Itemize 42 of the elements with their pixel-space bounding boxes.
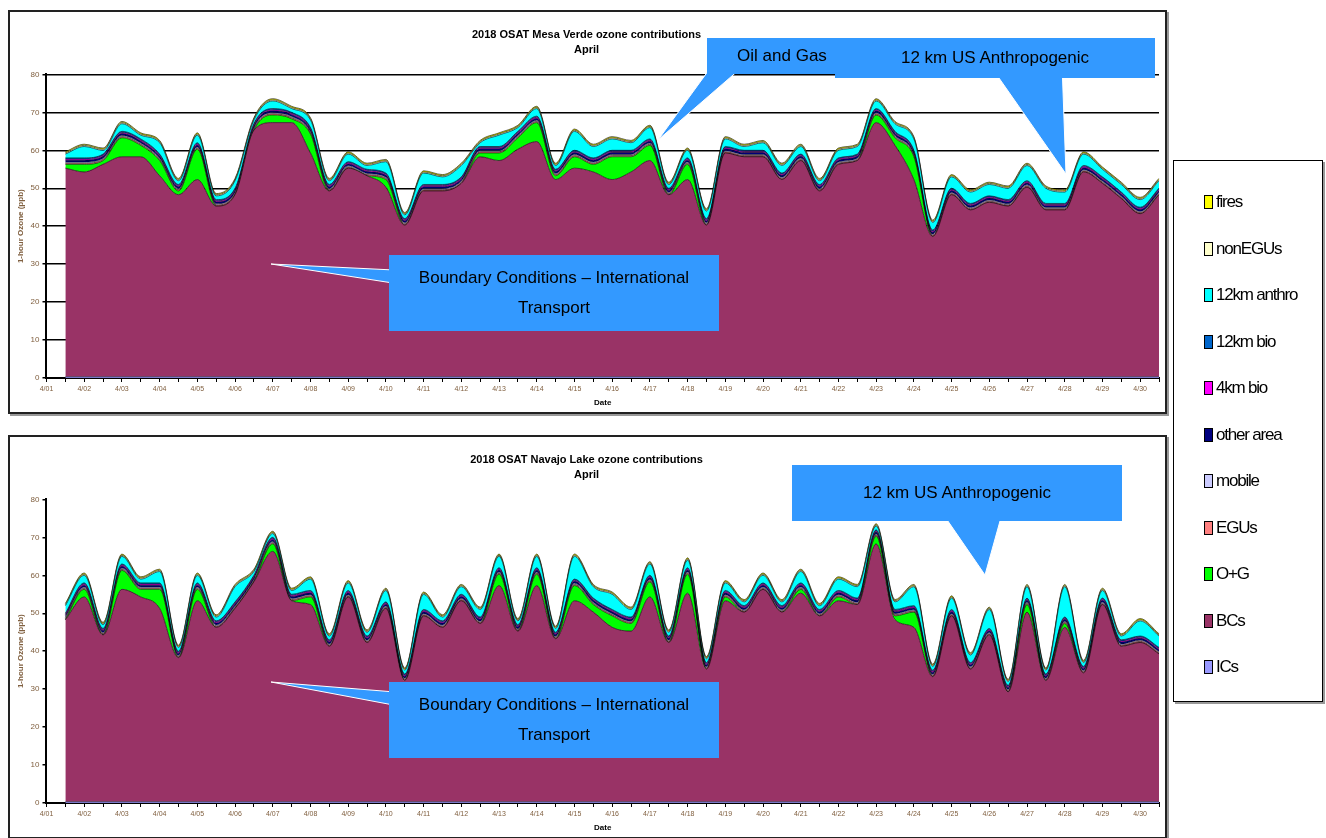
legend-label: other area: [1216, 424, 1282, 445]
legend-label: O+G: [1216, 564, 1249, 585]
y-tick-label: 70: [30, 532, 41, 542]
legend-label: ICs: [1216, 657, 1238, 678]
legend-label: nonEGUs: [1216, 238, 1282, 259]
y-tick-label: 80: [30, 69, 41, 79]
y-tick-label: 40: [30, 646, 41, 656]
x-axis-title: Date: [594, 398, 612, 408]
y-tick-label: 30: [30, 684, 41, 694]
chart-subtitle: April: [573, 467, 600, 480]
y-tick-label: 80: [30, 494, 41, 504]
y-tick-label: 50: [30, 608, 41, 618]
legend-label: 12km bio: [1216, 331, 1276, 352]
x-axis-title: Date: [594, 823, 612, 833]
legend-label: 4km bio: [1216, 378, 1268, 399]
chart-subtitle: April: [573, 42, 600, 55]
annotation: Boundary Conditions – International Transport: [417, 694, 691, 746]
y-tick-label: 60: [30, 570, 41, 580]
y-tick-label: 10: [30, 760, 41, 770]
legend-label: fires: [1216, 192, 1243, 213]
y-axis-title: 1-hour Ozone (ppb): [16, 188, 25, 264]
y-tick-label: 10: [30, 335, 41, 345]
legend-label: 12km anthro: [1216, 285, 1298, 306]
text: Oil and Gas: [736, 45, 828, 67]
y-axis-title: 1-hour Ozone (ppb): [16, 613, 25, 689]
y-tick-label: 20: [30, 722, 41, 732]
text: 12 km US Anthropogenic: [899, 47, 1091, 69]
y-tick-label: 0: [35, 798, 41, 808]
legend-label: EGUs: [1216, 517, 1257, 538]
y-tick-label: 60: [30, 145, 41, 155]
annotation: 12 km US Anthropogenic: [861, 482, 1053, 504]
y-tick-label: 20: [30, 297, 41, 307]
chart-title: 2018 OSAT Mesa Verde ozone contributions: [471, 27, 702, 40]
annotation: Boundary Conditions – International Transport: [417, 267, 691, 319]
y-tick-label: 70: [30, 107, 41, 117]
legend-label: BCs: [1216, 610, 1245, 631]
y-tick-label: 40: [30, 221, 41, 231]
y-tick-label: 50: [30, 183, 41, 193]
legend-label: mobile: [1216, 471, 1259, 492]
y-tick-label: 30: [30, 259, 41, 269]
y-tick-label: 0: [35, 373, 41, 383]
chart-title: 2018 OSAT Navajo Lake ozone contributions: [470, 452, 703, 465]
